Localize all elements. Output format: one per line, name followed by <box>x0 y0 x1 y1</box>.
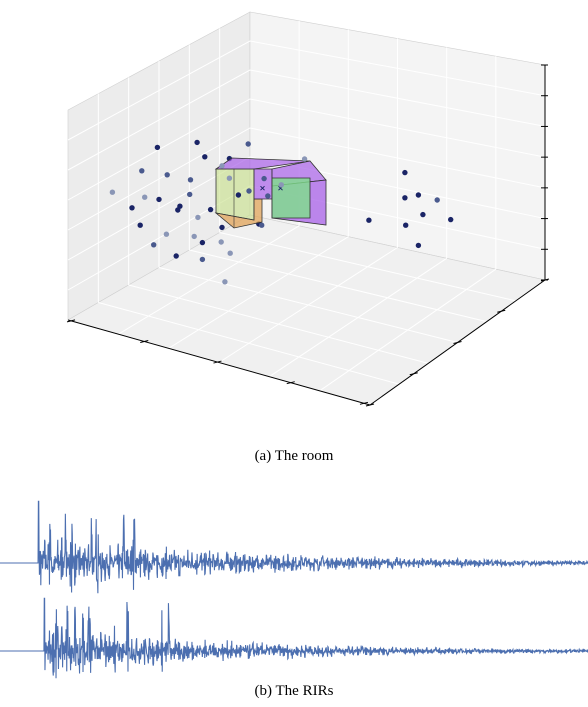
image-source-point <box>402 169 408 176</box>
room-image-sources-back <box>109 139 454 285</box>
image-source-point <box>415 242 422 249</box>
image-source-point <box>137 222 143 228</box>
image-source-point <box>434 197 440 203</box>
grid-line <box>219 232 516 302</box>
y-tick <box>497 309 506 313</box>
grid-line <box>67 40 546 141</box>
image-source-point <box>235 192 242 198</box>
image-source-point <box>448 216 454 223</box>
image-source-point <box>195 214 201 221</box>
image-source-point <box>199 239 206 246</box>
x-tick <box>213 360 222 364</box>
image-source-point <box>151 242 157 248</box>
grid-line <box>67 127 546 231</box>
y-tick <box>540 278 550 282</box>
image-source-point <box>194 139 200 146</box>
image-source-point <box>163 231 170 237</box>
x-axis-line <box>67 319 371 406</box>
image-source-point <box>420 211 426 218</box>
y-tick <box>365 403 375 407</box>
room-face-front <box>271 177 311 219</box>
x-tick <box>286 381 295 385</box>
image-source-point <box>154 144 161 151</box>
image-source-point <box>139 168 145 174</box>
room-image-sources-front <box>207 156 308 213</box>
image-source-point <box>227 250 233 256</box>
image-source-point <box>187 177 194 183</box>
room-3d-plot <box>66 11 550 407</box>
room-geometry <box>214 157 327 229</box>
image-source-point <box>226 175 233 181</box>
image-source-point <box>261 175 267 182</box>
image-source-point <box>218 239 224 245</box>
grid-line <box>67 69 546 171</box>
image-source-point <box>245 141 251 147</box>
rir-series-1 <box>0 500 588 594</box>
image-source-point <box>187 191 193 198</box>
image-source-point <box>207 206 214 213</box>
caption-b: (b) The RIRs <box>254 683 334 699</box>
image-source-point <box>402 195 408 201</box>
caption-a: (a) The room <box>254 448 334 464</box>
y-tick <box>453 341 462 344</box>
image-source-point <box>177 203 183 209</box>
image-source-point <box>219 163 225 169</box>
image-source-point <box>415 192 422 198</box>
room-face-left <box>215 168 255 221</box>
image-source-point <box>278 182 284 188</box>
image-source-point <box>142 194 148 200</box>
image-source-point <box>173 253 179 259</box>
image-source-point <box>265 193 271 199</box>
rir-series-2 <box>0 597 588 679</box>
x-tick <box>140 339 149 343</box>
rir-plot <box>0 500 588 679</box>
image-source-point <box>199 256 206 263</box>
image-source-point <box>259 222 265 228</box>
image-source-point <box>246 188 252 194</box>
x-tick <box>66 319 76 323</box>
image-source-point <box>191 233 197 240</box>
image-source-point <box>222 279 228 285</box>
rir-series-group <box>0 500 588 679</box>
source-marker <box>260 185 265 191</box>
image-source-point <box>219 224 225 231</box>
grid-line <box>67 156 546 261</box>
image-source-point <box>403 222 409 228</box>
y-tick <box>409 372 418 376</box>
image-source-point <box>129 205 135 211</box>
image-source-point <box>109 189 116 195</box>
image-source-point <box>164 172 170 178</box>
image-source-point <box>366 217 372 223</box>
grid-line <box>67 98 546 201</box>
room-axis-ticks <box>66 64 550 407</box>
image-source-point <box>156 196 162 203</box>
x-tick <box>359 401 369 405</box>
image-source-point <box>202 154 208 160</box>
image-source-point <box>301 156 308 162</box>
